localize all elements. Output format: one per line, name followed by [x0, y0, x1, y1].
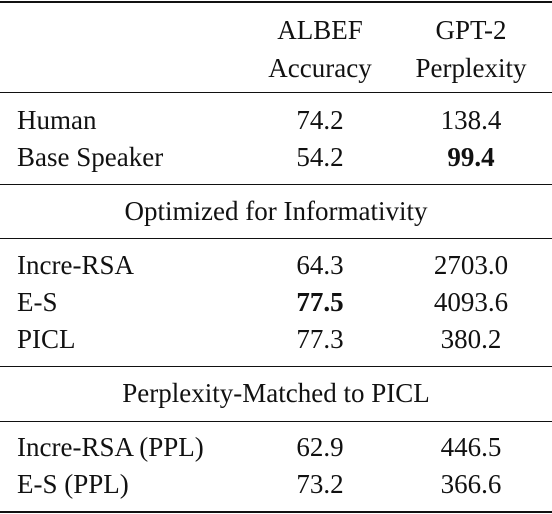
row-accuracy: 73.2	[296, 469, 344, 499]
section1-title-bottom-rule	[0, 238, 552, 239]
row-accuracy: 77.3	[296, 324, 344, 354]
row-label: Incre-RSA (PPL)	[17, 432, 204, 462]
section-title: Perplexity-Matched to PICL	[122, 378, 430, 408]
table-top-rule	[0, 1, 552, 3]
row-label: Human	[17, 105, 97, 135]
group1-bottom-rule	[0, 184, 552, 185]
table-bottom-rule	[0, 511, 552, 513]
header-albef: ALBEF	[277, 15, 363, 45]
row-label: E-S	[17, 287, 58, 317]
row-perplexity: 380.2	[440, 324, 502, 354]
row-label: E-S (PPL)	[17, 469, 129, 499]
row-accuracy: 64.3	[296, 250, 344, 280]
header-perplexity: Perplexity	[415, 53, 527, 83]
row-accuracy: 54.2	[296, 142, 344, 172]
row-label: Base Speaker	[17, 142, 164, 172]
row-perplexity: 138.4	[440, 105, 502, 135]
row-accuracy-best: 77.5	[296, 287, 344, 317]
group2-bottom-rule	[0, 366, 552, 367]
header-bottom-rule	[0, 92, 552, 93]
row-perplexity-best: 99.4	[447, 142, 495, 172]
row-label: PICL	[17, 324, 76, 354]
row-perplexity: 366.6	[440, 469, 502, 499]
row-perplexity: 2703.0	[433, 250, 509, 280]
section2-title-bottom-rule	[0, 421, 552, 422]
row-perplexity: 4093.6	[433, 287, 509, 317]
section-title: Optimized for Informativity	[124, 196, 428, 226]
row-label: Incre-RSA	[17, 250, 134, 280]
header-accuracy: Accuracy	[268, 53, 372, 83]
row-accuracy: 62.9	[296, 432, 344, 462]
header-gpt2: GPT-2	[435, 15, 507, 45]
row-perplexity: 446.5	[440, 432, 502, 462]
row-accuracy: 74.2	[296, 105, 344, 135]
